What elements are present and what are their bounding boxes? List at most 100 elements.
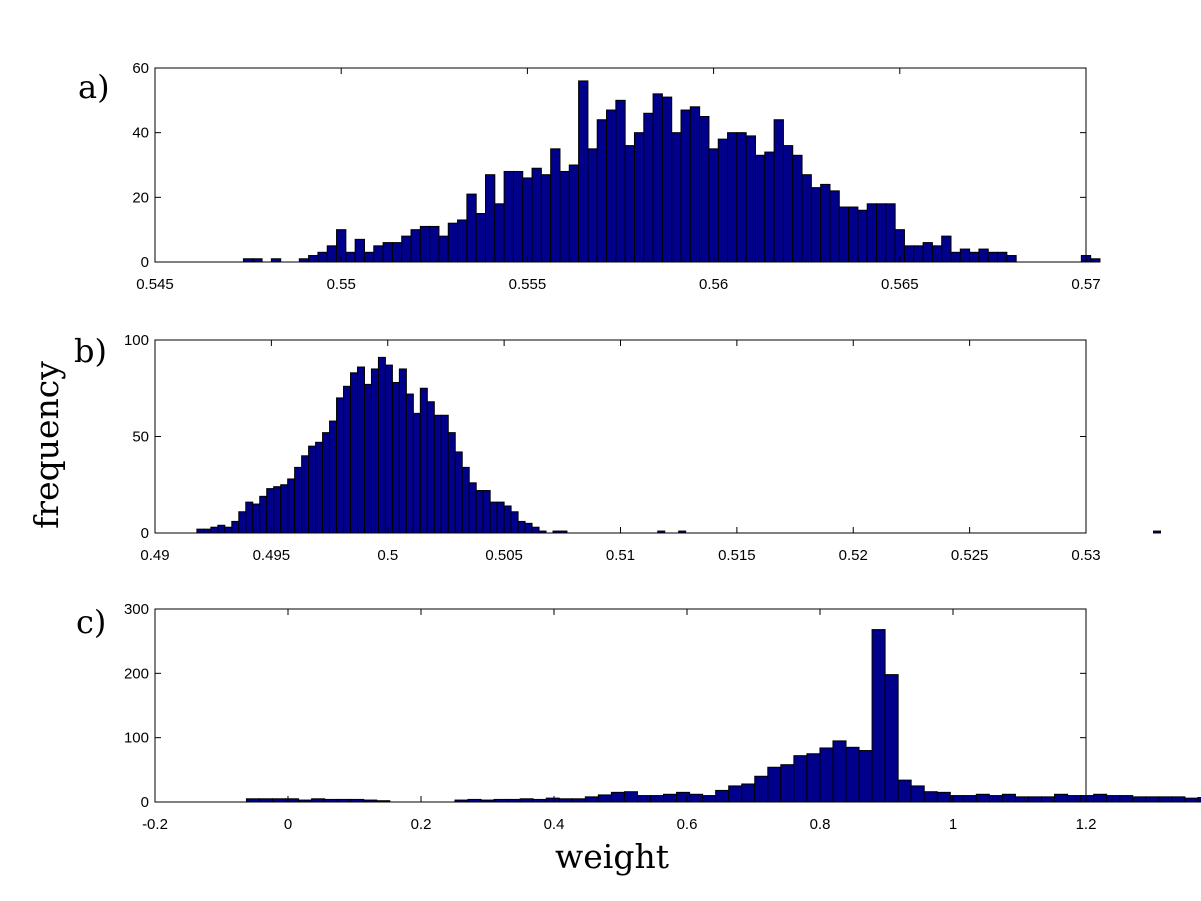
histogram-bar <box>1054 793 1069 803</box>
histogram-bar <box>315 441 324 534</box>
x-tick-label: 0.505 <box>485 547 523 564</box>
histogram-bar <box>210 526 219 534</box>
histogram-bar <box>457 219 468 263</box>
x-tick-label: 0.6 <box>677 816 698 833</box>
histogram-bar <box>238 511 247 534</box>
histogram-bar <box>1093 793 1108 803</box>
histogram-bar <box>517 520 526 534</box>
histogram-bar <box>540 174 552 263</box>
histogram-bar <box>801 174 812 263</box>
histogram-bar <box>266 488 275 534</box>
histogram-bar <box>885 203 896 263</box>
panel-c-bars <box>245 629 1201 803</box>
histogram-bar <box>503 505 512 534</box>
histogram-bar <box>810 187 822 263</box>
x-tick-label: 0.55 <box>327 276 356 293</box>
histogram-bar <box>252 503 261 534</box>
histogram-bar <box>468 482 477 534</box>
panel-label-b: b) <box>74 332 107 370</box>
histogram-bar <box>741 783 756 803</box>
histogram-bar <box>931 245 943 263</box>
histogram-bar <box>1197 796 1201 803</box>
histogram-bar <box>584 796 599 803</box>
histogram-bar <box>857 209 868 263</box>
histogram-bar <box>524 522 533 534</box>
histogram-bar <box>610 791 625 803</box>
histogram-bar <box>308 255 319 263</box>
histogram-bar <box>663 793 678 803</box>
histogram-bar <box>832 740 847 803</box>
panel-label-c: c) <box>76 603 106 641</box>
histogram-bar <box>440 414 449 534</box>
histogram-bar <box>793 755 808 803</box>
panel-a-axes-box <box>154 67 1087 263</box>
y-tick-label: 20 <box>132 189 149 206</box>
histogram-bar <box>1184 797 1199 803</box>
histogram-bar <box>377 356 386 534</box>
histogram-bar <box>1027 796 1043 803</box>
x-tick-label: 0.52 <box>839 547 868 564</box>
histogram-bar <box>322 432 331 534</box>
y-tick-label: 60 <box>132 60 149 77</box>
histogram-bar <box>728 785 743 803</box>
histogram-bar <box>806 753 821 803</box>
histogram-panel-a: a) 0.545 0.55 0.555 0.56 0.565 0.57 0 20 40 60 <box>78 60 1101 293</box>
panel-b-bars <box>196 356 1161 534</box>
panel-a-bars <box>242 80 1101 263</box>
histogram-bar <box>447 222 459 263</box>
histogram-bar <box>196 528 205 534</box>
x-tick-label: -0.2 <box>142 816 168 833</box>
x-axis-title: weight <box>555 837 669 876</box>
histogram-bar <box>496 501 505 534</box>
histogram-bar <box>624 145 635 263</box>
histogram-bar <box>217 524 226 534</box>
histogram-bar <box>623 791 638 803</box>
histogram-bar <box>767 766 782 803</box>
x-tick-label: 0.53 <box>1071 547 1100 564</box>
histogram-bar <box>884 674 899 803</box>
x-tick-label: 0 <box>284 816 292 833</box>
x-tick-label: 0.49 <box>140 547 169 564</box>
histogram-bar <box>373 245 384 263</box>
histogram-bar <box>987 251 999 263</box>
panel-c-axes-box <box>154 608 1087 803</box>
histogram-bar <box>962 795 977 803</box>
panel-a-ticks: 0.545 0.55 0.555 0.56 0.565 0.57 0 20 40 60 <box>132 60 1100 293</box>
histogram-bar <box>866 203 878 263</box>
x-tick-label: 1 <box>949 816 957 833</box>
histogram-bar <box>671 132 682 263</box>
histogram-bar <box>661 96 673 263</box>
histogram-bar <box>482 490 491 534</box>
panel-b-axes-box <box>154 339 1087 534</box>
histogram-bar <box>949 795 964 803</box>
histogram-bar <box>522 177 533 263</box>
histogram-bar <box>203 528 212 534</box>
histogram-bar <box>1132 796 1147 803</box>
histogram-bar <box>510 511 519 534</box>
y-tick-label: 100 <box>124 730 149 747</box>
histogram-bar <box>259 495 268 534</box>
histogram-bar <box>848 206 859 263</box>
histogram-bar <box>405 393 414 534</box>
histogram-bar <box>329 420 338 534</box>
histogram-bar <box>922 242 933 263</box>
histogram-bar <box>224 526 233 534</box>
histogram-bar <box>494 203 505 263</box>
histogram-bar <box>245 501 254 534</box>
histogram-bar <box>715 789 730 803</box>
histogram-bar <box>391 242 403 263</box>
histogram-bar <box>764 151 775 263</box>
histogram-bar <box>689 793 704 803</box>
histogram-bar <box>1090 258 1101 263</box>
histogram-bar <box>485 174 496 263</box>
panel-c-ticks: -0.2 0 0.2 0.4 0.6 0.8 1 1.2 0 100 200 300 <box>124 601 1096 833</box>
histogram-bar <box>941 235 952 263</box>
histogram-bar <box>475 213 487 263</box>
histogram-bar <box>736 132 747 263</box>
histogram-bar <box>717 138 729 263</box>
x-tick-label: 0.525 <box>951 547 989 564</box>
histogram-bar <box>988 795 1003 803</box>
x-tick-label: 0.495 <box>253 547 291 564</box>
histogram-bar <box>1119 795 1134 803</box>
histogram-bar <box>273 486 282 534</box>
